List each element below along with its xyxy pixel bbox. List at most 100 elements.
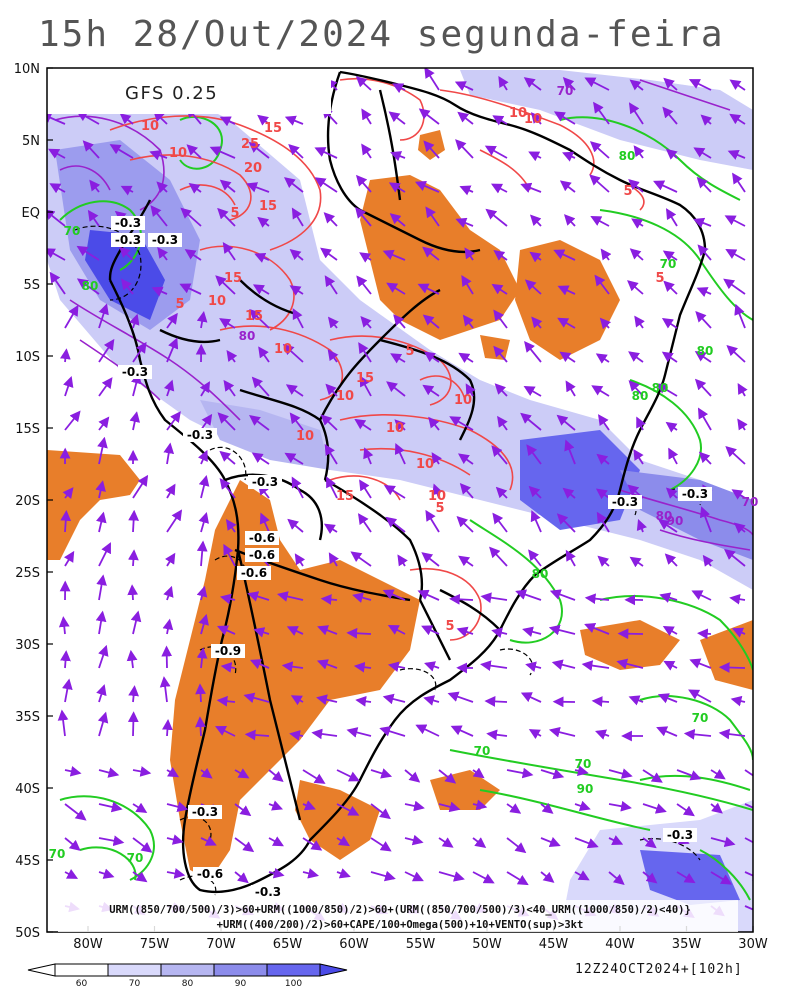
wind-arrow xyxy=(454,81,474,92)
urm-green-label: 80 xyxy=(697,344,714,358)
wind-arrow xyxy=(302,837,323,851)
wind-arrow xyxy=(662,106,678,125)
wind-arrow xyxy=(528,729,542,740)
urm-green-label: 70 xyxy=(127,851,144,865)
wind-arrow xyxy=(656,726,678,737)
wind-arrow xyxy=(737,418,748,431)
wind-arrow xyxy=(696,176,712,193)
wind-arrow xyxy=(540,768,565,780)
omega-label: -0.3 xyxy=(152,233,178,247)
wind-arrow xyxy=(455,217,474,228)
wind-arrow xyxy=(457,111,474,125)
caption-box xyxy=(58,900,738,932)
wind-arrow xyxy=(361,143,372,159)
legend-value: 70 xyxy=(129,979,141,989)
lon-tick-label: 60W xyxy=(339,937,369,952)
wind-arrow xyxy=(253,627,270,638)
wind-arrow xyxy=(320,414,338,431)
wind-arrow xyxy=(597,414,610,431)
omega-label: -0.3 xyxy=(187,428,213,442)
wind-arrow xyxy=(234,803,252,817)
wind-arrow xyxy=(551,659,576,670)
wind-arrow xyxy=(289,285,304,296)
wind-arrow xyxy=(697,628,712,640)
cape-contours xyxy=(109,77,645,641)
urm-green-label: 80 xyxy=(632,389,649,403)
wind-arrow xyxy=(730,695,746,707)
cape-label: 10 xyxy=(274,342,292,357)
wind-arrow xyxy=(718,662,746,673)
wind-arrow xyxy=(596,453,610,465)
wind-arrow xyxy=(219,478,236,499)
wind-arrow xyxy=(642,803,667,814)
wind-arrow xyxy=(98,835,125,847)
wind-arrow xyxy=(628,380,644,397)
wind-arrow xyxy=(658,519,678,533)
cape-label: 10 xyxy=(386,421,404,436)
wind-arrow xyxy=(234,871,249,884)
wind-arrow xyxy=(64,803,87,821)
wind-arrow xyxy=(689,658,712,669)
omega-label-bg xyxy=(248,475,282,489)
wind-arrow xyxy=(162,618,174,635)
cape-label: 15 xyxy=(245,309,263,324)
wind-arrow xyxy=(492,115,508,126)
wind-arrow xyxy=(540,802,554,814)
wind-arrow xyxy=(448,593,474,605)
lon-tick-label: 35W xyxy=(672,937,702,952)
wind-arrow xyxy=(290,695,304,706)
omega-label: -0.3 xyxy=(612,495,638,509)
wind-arrow xyxy=(64,766,82,777)
urm-green-label: 80 xyxy=(652,381,669,395)
lon-tick-label: 40W xyxy=(605,937,635,952)
omega-label-bg xyxy=(193,867,227,881)
wind-arrow xyxy=(316,694,338,705)
wind-arrow xyxy=(291,207,304,227)
caption-line2: +URM((400/200)/2)>60+CAPE/100+Omega(500)… xyxy=(217,919,584,931)
wind-arrow xyxy=(390,151,406,162)
wind-arrow xyxy=(223,379,236,397)
omega-label: -0.6 xyxy=(249,531,275,545)
wind-arrow xyxy=(281,661,304,673)
wind-arrow xyxy=(359,479,372,499)
wind-arrow xyxy=(438,837,454,848)
wind-arrow xyxy=(562,77,576,91)
wind-arrow xyxy=(422,246,440,261)
wind-arrow xyxy=(492,512,508,533)
wind-arrow xyxy=(382,693,406,705)
wind-arrow xyxy=(165,483,176,499)
wind-arrow xyxy=(254,252,270,263)
wind-arrow xyxy=(257,216,270,228)
wind-arrow xyxy=(593,101,610,125)
wind-arrow xyxy=(359,375,372,397)
wind-arrow xyxy=(257,114,270,126)
wind-arrow xyxy=(163,379,175,397)
wind-arrow xyxy=(200,835,217,846)
wind-arrow xyxy=(382,589,406,601)
wind-arrow xyxy=(493,250,508,261)
wind-arrow xyxy=(226,350,238,363)
legend-right-arrow xyxy=(319,963,348,977)
cape-label: 15 xyxy=(264,121,282,136)
wind-arrow xyxy=(361,108,372,125)
wind-arrow xyxy=(127,711,139,737)
cape-label: 15 xyxy=(259,199,277,214)
wind-arrow xyxy=(397,554,408,567)
wind-arrow xyxy=(98,767,120,778)
wind-arrow xyxy=(217,412,236,431)
wind-arrow xyxy=(515,589,542,601)
wind-arrow xyxy=(589,174,610,193)
wind-arrow xyxy=(251,452,270,465)
wind-arrow xyxy=(355,76,372,91)
wind-arrow xyxy=(346,627,372,639)
wind-arrow xyxy=(357,513,372,533)
wind-arrow xyxy=(744,803,753,809)
wind-arrow xyxy=(166,801,189,813)
cape-label: 10 xyxy=(141,119,159,134)
wind-arrow xyxy=(355,207,372,227)
wind-arrow xyxy=(484,696,508,707)
wind-arrow xyxy=(724,215,746,227)
wind-arrow xyxy=(166,337,179,363)
cape-label: 10 xyxy=(296,429,314,444)
wind-arrow xyxy=(363,447,374,465)
